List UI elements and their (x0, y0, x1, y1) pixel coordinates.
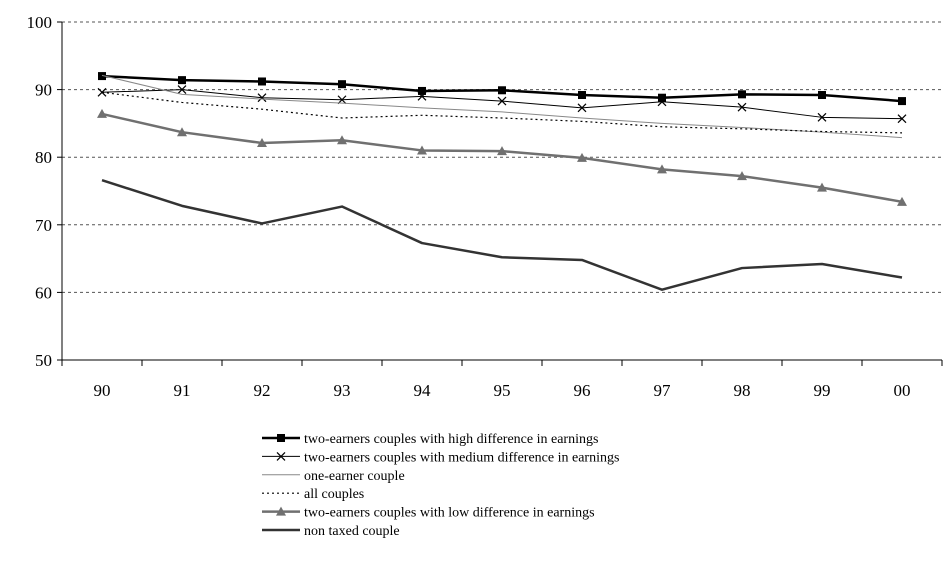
data-point (276, 506, 286, 516)
x-tick-label: 94 (414, 381, 432, 400)
data-point (257, 138, 267, 148)
legend-entry: two-earners couples with medium differen… (262, 450, 619, 465)
series-2 (97, 85, 907, 124)
legend-label: two-earners couples with low difference … (304, 506, 595, 521)
data-point (177, 127, 187, 137)
y-tick-label: 70 (35, 216, 52, 235)
data-point (897, 196, 907, 206)
data-point (497, 146, 507, 156)
data-point (277, 434, 285, 442)
data-point (817, 182, 827, 192)
x-tick-label: 91 (174, 381, 191, 400)
data-point (258, 77, 266, 86)
data-point (418, 86, 426, 95)
series-4 (101, 91, 903, 134)
data-point (276, 451, 286, 461)
x-tick-label: 99 (814, 381, 831, 400)
gridlines (62, 21, 942, 293)
data-point (738, 90, 746, 99)
series-line (101, 112, 903, 204)
data-point (578, 91, 586, 100)
data-point (178, 76, 186, 85)
y-tick-label: 60 (35, 283, 52, 302)
x-tick-label: 93 (334, 381, 351, 400)
legend-label: one-earner couple (304, 469, 405, 484)
y-tick-label: 50 (35, 351, 52, 370)
x-tick-label: 90 (94, 381, 111, 400)
series-line (101, 74, 903, 139)
data-point (658, 93, 666, 102)
legend-label: all couples (304, 487, 364, 502)
legend-label: two-earners couples with high difference… (304, 432, 598, 447)
x-tick-label: 98 (734, 381, 751, 400)
x-tick-label: 96 (574, 381, 591, 400)
data-point (897, 114, 907, 124)
x-tick-label: 97 (654, 381, 672, 400)
legend-entry: two-earners couples with low difference … (262, 506, 595, 521)
legend: two-earners couples with high difference… (262, 432, 619, 539)
data-point (497, 96, 507, 106)
data-point (657, 97, 667, 107)
legend-label: two-earners couples with medium differen… (304, 450, 619, 465)
data-point (257, 93, 267, 103)
legend-entry: two-earners couples with high difference… (262, 432, 598, 447)
data-point (898, 97, 906, 106)
data-point (337, 135, 347, 145)
x-tick-label: 95 (494, 381, 511, 400)
data-point (98, 72, 106, 81)
series-line (101, 178, 903, 291)
y-tick-label: 80 (35, 148, 52, 167)
data-point (337, 95, 347, 105)
series-6 (101, 178, 903, 291)
legend-entry: all couples (262, 487, 364, 502)
data-point (417, 145, 427, 155)
legend-label: non taxed couple (304, 524, 400, 539)
data-point (737, 171, 747, 181)
x-tick-label: 00 (894, 381, 911, 400)
y-tick-label: 90 (35, 81, 52, 100)
data-point (577, 103, 587, 113)
x-tick-label: 92 (254, 381, 271, 400)
legend-entry: one-earner couple (262, 469, 405, 484)
y-tick-label: 100 (27, 13, 53, 32)
data-point (177, 85, 187, 95)
data-point (338, 80, 346, 89)
data-point (417, 91, 427, 101)
data-point (97, 108, 107, 118)
series-5 (97, 108, 907, 206)
axes: 50 60 70 80 90 100 90 91 92 93 94 95 96 97 98 99 00 (27, 13, 943, 400)
data-point (818, 91, 826, 100)
legend-entry: non taxed couple (262, 524, 400, 539)
data-point (498, 86, 506, 95)
series-1 (98, 72, 906, 106)
data-point (737, 102, 747, 112)
data-point (657, 164, 667, 174)
data-point (817, 112, 827, 122)
series-line (101, 91, 903, 134)
data-point (577, 152, 587, 162)
series-3 (101, 74, 903, 139)
series-group (97, 72, 907, 291)
